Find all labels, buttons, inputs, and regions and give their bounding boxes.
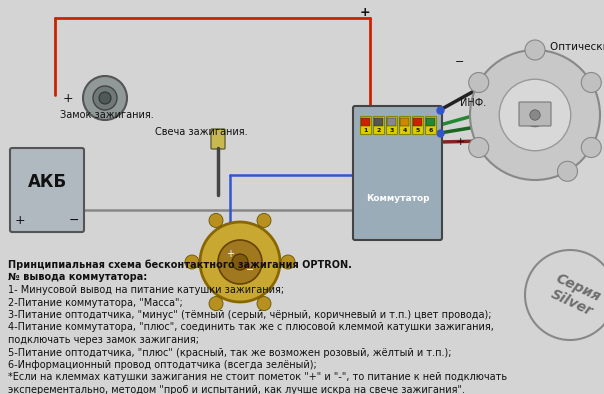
Text: +: +: [63, 91, 73, 104]
Bar: [387, 118, 396, 126]
FancyBboxPatch shape: [353, 106, 442, 240]
Bar: [412, 116, 423, 134]
Circle shape: [209, 297, 223, 310]
Circle shape: [469, 138, 489, 158]
Text: *Если на клеммах катушки зажигания не стоит пометок "+" и "-", то питание к ней : *Если на клеммах катушки зажигания не ст…: [8, 372, 507, 383]
Circle shape: [200, 222, 280, 302]
Text: Замок зажигания.: Замок зажигания.: [60, 110, 154, 120]
Circle shape: [469, 72, 489, 93]
Text: Принципиальная схема бесконтактного зажигания OPTRON.: Принципиальная схема бесконтактного зажи…: [8, 260, 352, 271]
Bar: [360, 116, 371, 134]
Bar: [425, 116, 436, 134]
Text: ИНФ.: ИНФ.: [460, 98, 486, 108]
Text: +: +: [14, 214, 25, 227]
FancyBboxPatch shape: [10, 148, 84, 232]
Text: 3: 3: [390, 128, 394, 132]
Circle shape: [209, 214, 223, 227]
Text: 5: 5: [416, 128, 420, 132]
Circle shape: [581, 72, 602, 93]
Text: 1- Минусовой вывод на питание катушки зажигания;: 1- Минусовой вывод на питание катушки за…: [8, 285, 284, 295]
Text: 6: 6: [428, 128, 432, 132]
Circle shape: [470, 50, 600, 180]
Text: +: +: [360, 6, 370, 19]
Circle shape: [525, 40, 545, 60]
Text: № вывода коммутатора:: № вывода коммутатора:: [8, 273, 147, 282]
Text: подключать через замок зажигания;: подключать через замок зажигания;: [8, 335, 199, 345]
Circle shape: [281, 255, 295, 269]
Bar: [386, 116, 397, 134]
Text: 1: 1: [364, 128, 368, 132]
Circle shape: [99, 92, 111, 104]
Bar: [400, 118, 409, 126]
Circle shape: [93, 86, 117, 110]
Circle shape: [530, 110, 540, 120]
Text: эксперементально, методом "проб и испытаний, как лучше искра на свече зажигания": эксперементально, методом "проб и испыта…: [8, 385, 465, 394]
Circle shape: [557, 161, 577, 181]
Text: 4-Питание коммутатора, "плюс", соединить так же с плюсовой клеммой катушки зажиг: 4-Питание коммутатора, "плюс", соединить…: [8, 323, 494, 333]
Circle shape: [232, 254, 248, 270]
Text: −: −: [246, 265, 254, 275]
Circle shape: [185, 255, 199, 269]
Bar: [374, 118, 383, 126]
Text: Коммутатор: Коммутатор: [366, 193, 429, 203]
FancyBboxPatch shape: [519, 102, 551, 126]
Circle shape: [218, 240, 262, 284]
Bar: [399, 116, 410, 134]
Text: +: +: [455, 137, 464, 147]
Circle shape: [257, 297, 271, 310]
Circle shape: [581, 138, 602, 158]
Text: 3-Питание оптодатчика, "минус" (тёмный (серый, чёрный, коричневый и т.п.) цвет п: 3-Питание оптодатчика, "минус" (тёмный (…: [8, 310, 492, 320]
Text: +: +: [226, 249, 234, 259]
Text: 2: 2: [376, 128, 381, 132]
Text: АКБ: АКБ: [27, 173, 66, 191]
Bar: [413, 118, 422, 126]
Circle shape: [257, 214, 271, 227]
Text: 4: 4: [402, 128, 406, 132]
Text: Свеча зажигания.: Свеча зажигания.: [155, 127, 248, 137]
Bar: [361, 118, 370, 126]
Circle shape: [523, 103, 547, 127]
Text: Серия
Silver: Серия Silver: [547, 271, 603, 319]
Text: Оптический датчик.: Оптический датчик.: [550, 42, 604, 52]
Bar: [426, 118, 435, 126]
Circle shape: [83, 76, 127, 120]
FancyBboxPatch shape: [211, 129, 225, 149]
Text: −: −: [455, 57, 464, 67]
Text: −: −: [69, 214, 79, 227]
Bar: [373, 116, 384, 134]
Text: 6-Информационный провод оптодатчика (всегда зелёный);: 6-Информационный провод оптодатчика (все…: [8, 360, 316, 370]
Text: 2-Питание коммутатора, "Масса";: 2-Питание коммутатора, "Масса";: [8, 297, 183, 307]
Text: 5-Питание оптодатчика, "плюс" (красный, так же возможен розовый, жёлтый и т.п.);: 5-Питание оптодатчика, "плюс" (красный, …: [8, 348, 452, 357]
Circle shape: [500, 79, 571, 151]
